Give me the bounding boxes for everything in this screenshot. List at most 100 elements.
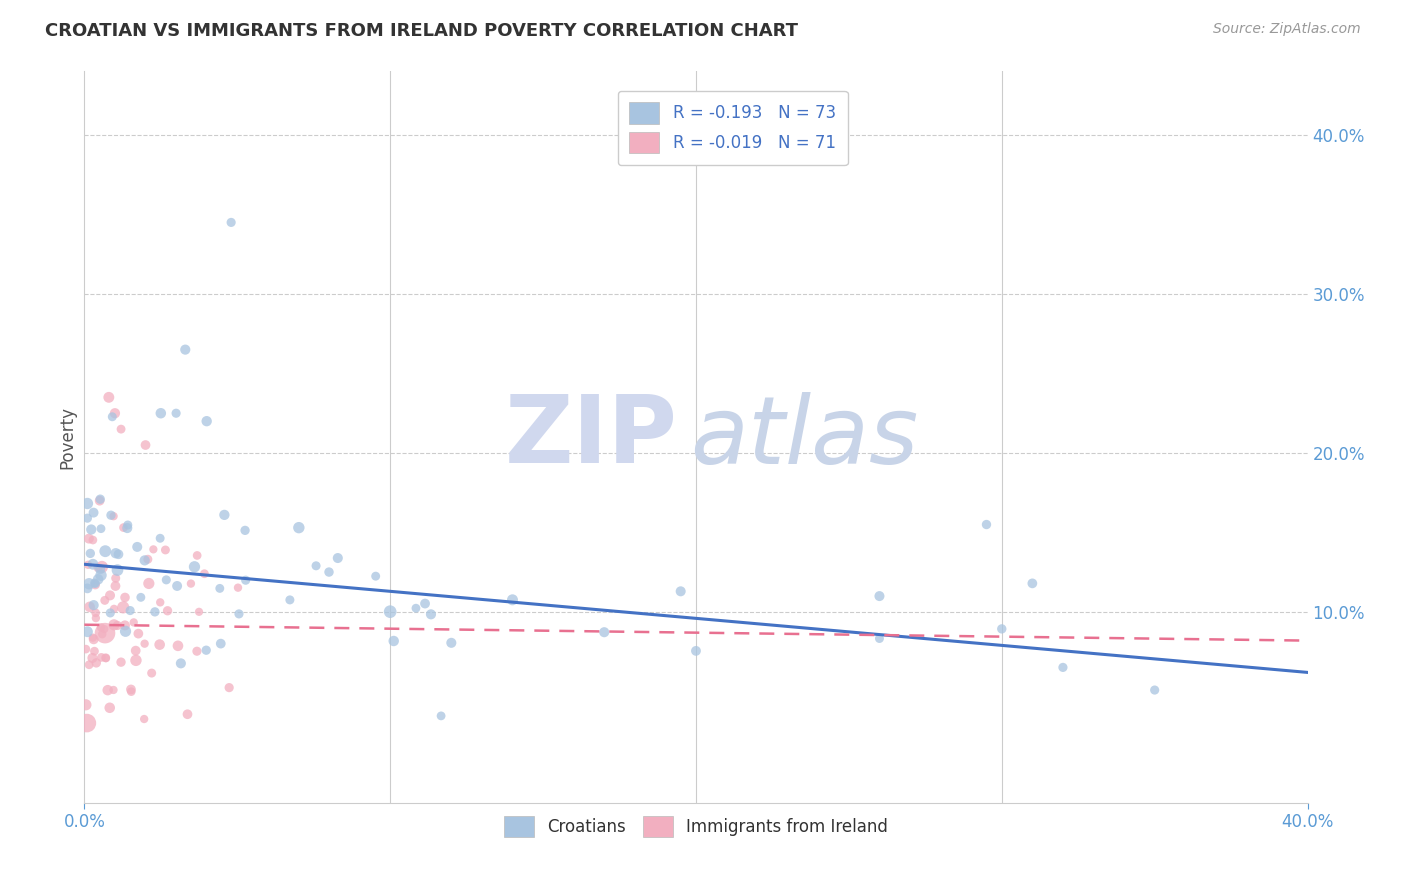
Point [134,712,156,726]
Text: CROATIAN VS IMMIGRANTS FROM IRELAND POVERTY CORRELATION CHART: CROATIAN VS IMMIGRANTS FROM IRELAND POVE… [45,22,799,40]
Point [305,558,328,573]
Point [149,406,172,420]
Point [91,627,114,641]
Point [77,657,100,672]
Point [79,546,101,560]
Text: atlas: atlas [690,392,918,483]
Point [76,511,98,525]
Legend: Croatians, Immigrants from Ireland: Croatians, Immigrants from Ireland [496,807,896,846]
Point [669,584,692,599]
Point [186,644,208,658]
Point [76,624,98,639]
Point [82,558,104,572]
Point [89,492,111,507]
Point [869,632,891,646]
Point [117,521,139,535]
Point [117,518,139,533]
Point [226,581,249,595]
Point [593,625,616,640]
Point [76,582,98,596]
Point [82,631,104,645]
Point [84,577,107,591]
Point [82,651,104,665]
Point [82,533,104,547]
Point [413,597,436,611]
Point [83,576,105,591]
Point [97,683,120,698]
Point [214,508,236,522]
Y-axis label: Poverty: Poverty [58,406,76,468]
Point [98,588,121,602]
Point [1052,660,1074,674]
Point [440,636,463,650]
Point [195,643,218,657]
Point [141,666,163,681]
Point [83,632,105,647]
Point [77,576,100,591]
Point [77,558,100,572]
Point [167,639,190,653]
Point [218,681,240,695]
Point [228,607,250,621]
Point [149,531,172,545]
Point [195,414,218,428]
Point [166,579,188,593]
Point [127,626,149,640]
Point [114,591,136,605]
Point [104,406,127,420]
Point [129,591,152,605]
Point [103,683,125,698]
Point [75,642,97,657]
Point [233,524,256,538]
Point [165,406,187,420]
Text: Source: ZipAtlas.com: Source: ZipAtlas.com [1213,22,1361,37]
Point [134,553,156,567]
Point [94,650,117,665]
Point [136,552,159,566]
Point [103,617,125,632]
Point [114,624,136,639]
Point [93,622,115,636]
Point [405,601,427,615]
Point [134,637,156,651]
Point [127,540,149,554]
Point [89,562,111,576]
Point [84,606,107,620]
Point [278,593,301,607]
Point [84,576,107,591]
Point [112,600,135,615]
Point [685,644,707,658]
Point [94,626,117,640]
Point [186,549,208,563]
Point [120,603,142,617]
Point [976,517,998,532]
Point [142,542,165,557]
Point [112,520,135,534]
Point [318,565,340,579]
Point [101,409,124,424]
Point [94,651,117,665]
Point [103,509,125,524]
Point [87,572,110,586]
Point [138,576,160,591]
Point [100,508,122,523]
Point [94,544,117,558]
Point [90,620,112,634]
Point [380,605,402,619]
Point [83,506,105,520]
Point [174,343,197,357]
Point [143,605,166,619]
Point [120,682,142,697]
Point [114,618,136,632]
Point [94,593,117,607]
Point [149,638,172,652]
Point [83,644,105,658]
Point [84,611,107,625]
Point [84,656,107,670]
Point [80,523,103,537]
Point [104,571,127,585]
Point [288,521,311,535]
Point [110,422,132,436]
Point [103,602,125,616]
Point [149,595,172,609]
